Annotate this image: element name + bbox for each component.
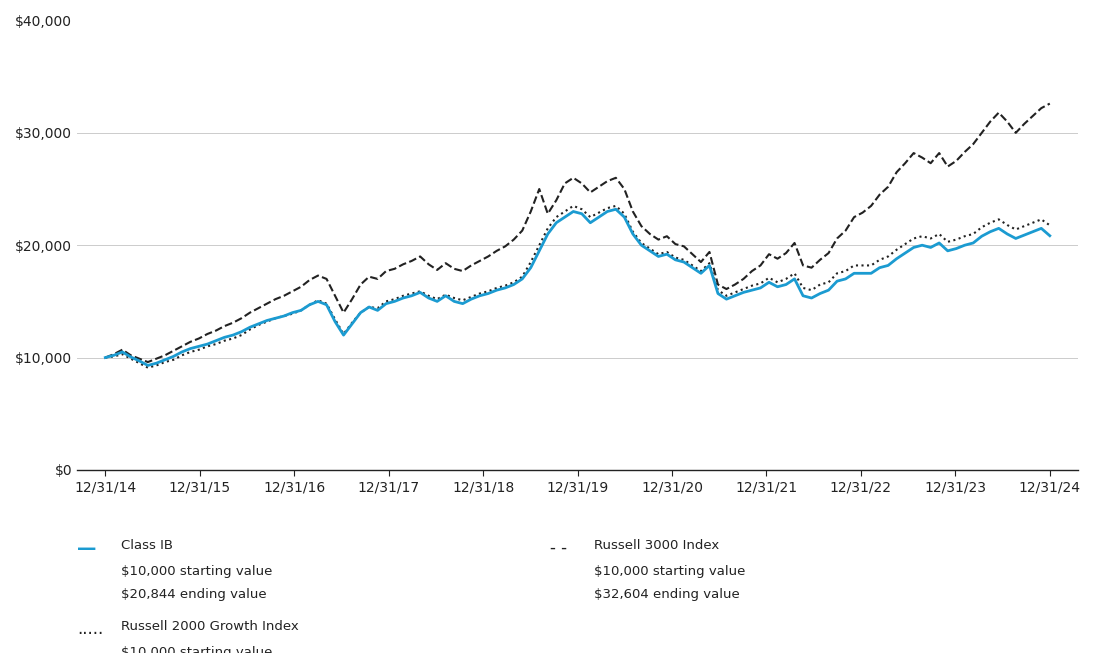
Text: $10,000 starting value: $10,000 starting value: [121, 565, 273, 578]
Text: .....: .....: [77, 620, 103, 639]
Text: $20,844 ending value: $20,844 ending value: [121, 588, 266, 601]
Text: $10,000 starting value: $10,000 starting value: [594, 565, 746, 578]
Text: Class IB: Class IB: [121, 539, 173, 552]
Text: Russell 3000 Index: Russell 3000 Index: [594, 539, 719, 552]
Text: - -: - -: [550, 539, 566, 557]
Text: —: —: [77, 539, 97, 558]
Text: Russell 2000 Growth Index: Russell 2000 Growth Index: [121, 620, 299, 633]
Text: $10,000 starting value: $10,000 starting value: [121, 646, 273, 653]
Text: $32,604 ending value: $32,604 ending value: [594, 588, 739, 601]
